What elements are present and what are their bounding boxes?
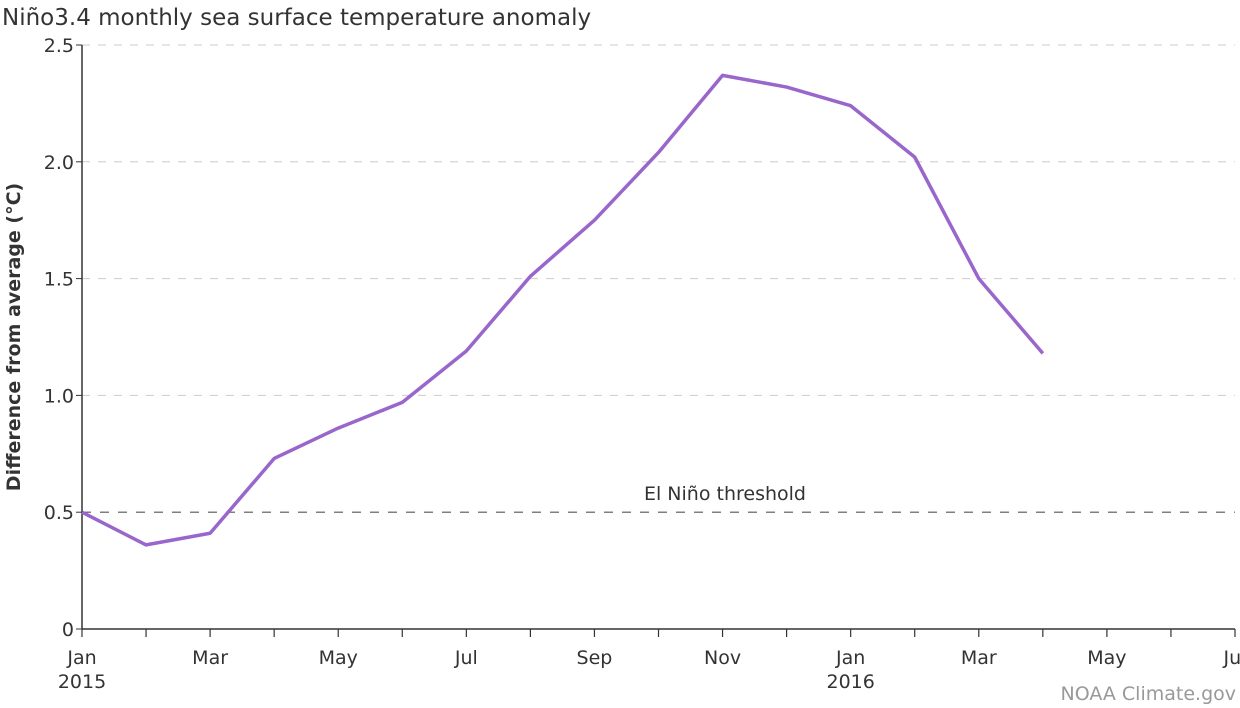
source: NOAA Climate.gov — [1061, 683, 1236, 705]
chart-title: Niño3.4 monthly sea surface temperature … — [2, 5, 591, 31]
y-tick-label: 1.0 — [44, 385, 74, 407]
y-tick-label: 0.5 — [44, 502, 74, 524]
x-tick-label: May — [1087, 647, 1126, 669]
threshold-label: El Niño threshold — [644, 483, 806, 505]
x-tick-label: Mar — [192, 647, 228, 669]
x-tick-label: Jan 2016 — [826, 647, 874, 693]
y-tick-label: 0 — [62, 619, 74, 641]
x-tick-label: Sep — [577, 647, 613, 669]
data-line — [81, 73, 1045, 547]
x-tick-label: Jul — [454, 647, 478, 669]
y-tick-label: 2.5 — [44, 35, 74, 57]
x-tick-label: Nov — [704, 647, 741, 669]
x-tick-label: Mar — [961, 647, 997, 669]
y-tick-label: 1.5 — [44, 269, 74, 291]
y-tick-label: 2.0 — [44, 152, 74, 174]
x-tick-label: Jan 2015 — [58, 647, 106, 693]
y-axis-label: Difference from average (°C) — [3, 183, 25, 491]
x-tick-label: May — [319, 647, 358, 669]
x-tick-label: Jul — [1223, 647, 1240, 669]
